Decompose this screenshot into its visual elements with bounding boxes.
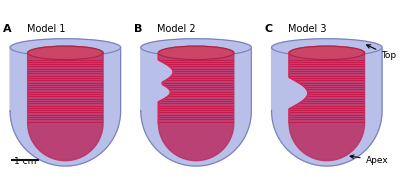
Ellipse shape xyxy=(289,46,364,60)
Ellipse shape xyxy=(158,46,234,60)
Ellipse shape xyxy=(141,39,251,56)
Polygon shape xyxy=(141,47,251,166)
Text: Model 3: Model 3 xyxy=(288,24,326,34)
Text: Top: Top xyxy=(367,45,396,60)
Text: 1 cm: 1 cm xyxy=(14,157,36,166)
Ellipse shape xyxy=(272,39,382,56)
Ellipse shape xyxy=(28,46,103,60)
Polygon shape xyxy=(10,47,120,166)
Text: Apex: Apex xyxy=(350,155,388,165)
Text: B: B xyxy=(134,24,142,34)
Polygon shape xyxy=(28,53,103,161)
Text: Model 2: Model 2 xyxy=(157,24,196,34)
Text: A: A xyxy=(3,24,12,34)
Polygon shape xyxy=(272,47,382,166)
Polygon shape xyxy=(158,53,234,161)
Polygon shape xyxy=(289,53,364,161)
Text: Model 1: Model 1 xyxy=(26,24,65,34)
Ellipse shape xyxy=(10,39,120,56)
Text: C: C xyxy=(265,24,273,34)
